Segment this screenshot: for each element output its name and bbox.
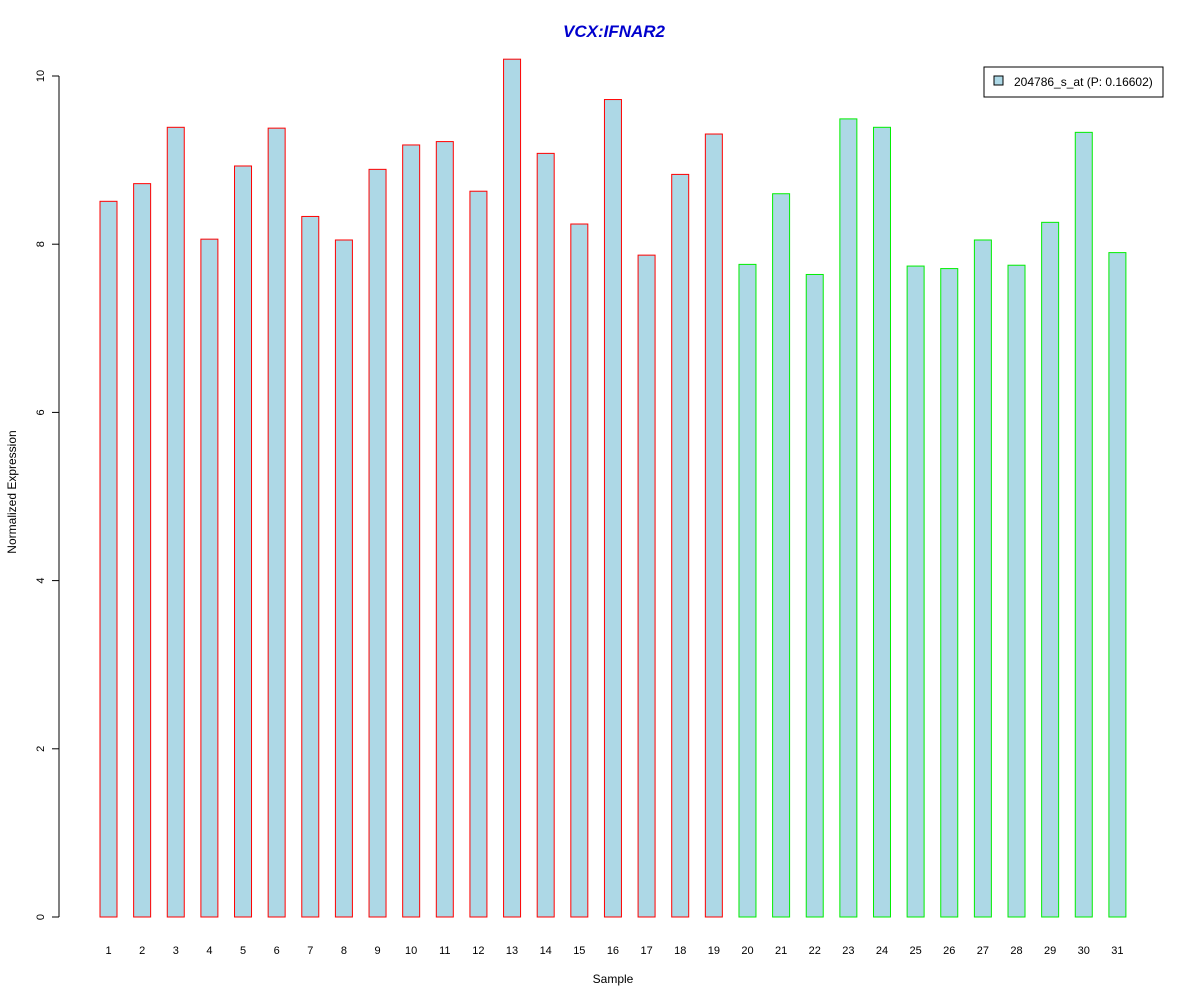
legend-box [983, 66, 1164, 98]
y-axis: 0 2 4 6 8 10 [35, 70, 60, 920]
bar-sample-2 [133, 183, 152, 918]
bar-sample-28 [1007, 264, 1026, 918]
x-tick-label: 20 [741, 945, 753, 957]
bar-sample-31 [1108, 252, 1127, 918]
bar-sample-29 [1041, 221, 1060, 918]
x-tick-label: 5 [240, 945, 246, 957]
x-tick-label: 15 [573, 945, 585, 957]
bar-sample-19 [704, 133, 723, 918]
x-tick-label: 27 [977, 945, 989, 957]
bars [99, 58, 1127, 918]
bar-sample-11 [435, 141, 454, 918]
bar-sample-26 [940, 268, 959, 918]
x-tick-label: 16 [607, 945, 619, 957]
bar-sample-12 [469, 190, 488, 918]
bar-sample-1 [99, 200, 118, 918]
x-tick-label: 29 [1044, 945, 1056, 957]
x-tick-label: 19 [708, 945, 720, 957]
legend-label: 204786_s_at (P: 0.16602) [1014, 75, 1153, 89]
legend: 204786_s_at (P: 0.16602) [983, 66, 1164, 98]
bar-sample-25 [906, 265, 925, 918]
x-axis-label: Sample [593, 972, 634, 986]
x-tick-label: 8 [341, 945, 347, 957]
x-tick-label: 18 [674, 945, 686, 957]
chart-title: VCX:IFNAR2 [563, 22, 666, 41]
bar-sample-10 [402, 144, 421, 918]
bar-sample-17 [637, 254, 656, 918]
bar-sample-7 [301, 215, 320, 918]
x-tick-label: 31 [1111, 945, 1123, 957]
bar-sample-13 [503, 58, 522, 918]
x-tick-label: 13 [506, 945, 518, 957]
bar-sample-24 [872, 126, 891, 918]
y-axis-label: Normalized Expression [5, 430, 19, 553]
x-tick-label: 9 [374, 945, 380, 957]
bar-sample-3 [166, 126, 185, 918]
bar-sample-20 [738, 263, 757, 918]
x-tick-label: 2 [139, 945, 145, 957]
x-tick-label: 26 [943, 945, 955, 957]
x-tick-label: 4 [206, 945, 212, 957]
x-tick-label: 17 [640, 945, 652, 957]
x-tick-label: 30 [1078, 945, 1090, 957]
bar-sample-27 [973, 239, 992, 918]
y-tick-label: 8 [35, 241, 47, 247]
x-tick-label: 6 [274, 945, 280, 957]
bar-sample-18 [671, 173, 690, 918]
x-tick-label: 28 [1010, 945, 1022, 957]
x-tick-label: 12 [472, 945, 484, 957]
bar-sample-15 [570, 223, 589, 918]
y-tick-label: 4 [35, 578, 47, 584]
y-tick-label: 6 [35, 409, 47, 415]
bar-sample-30 [1074, 131, 1093, 918]
bar-sample-14 [536, 152, 555, 918]
x-tick-label: 23 [842, 945, 854, 957]
x-tick-label: 14 [540, 945, 552, 957]
x-tick-label: 3 [173, 945, 179, 957]
bar-sample-8 [334, 239, 353, 918]
bar-sample-9 [368, 168, 387, 918]
x-tick-label: 21 [775, 945, 787, 957]
x-tick-label: 1 [105, 945, 111, 957]
bar-sample-6 [267, 127, 286, 918]
y-tick-label: 2 [35, 746, 47, 752]
x-tick-labels: 1 2 3 4 5 6 7 8 9 10 11 12 13 14 15 16 17 18 19 20 21 22 23 24 2… [105, 945, 1123, 957]
x-tick-label: 7 [307, 945, 313, 957]
x-tick-label: 25 [909, 945, 921, 957]
x-tick-label: 24 [876, 945, 888, 957]
x-tick-label: 22 [809, 945, 821, 957]
legend-swatch [993, 75, 1004, 86]
bar-sample-16 [603, 99, 622, 918]
bar-sample-4 [200, 238, 219, 918]
y-tick-label: 10 [35, 70, 47, 82]
bar-sample-5 [234, 165, 253, 918]
x-tick-label: 10 [405, 945, 417, 957]
x-tick-label: 11 [439, 945, 450, 957]
bar-sample-22 [805, 273, 824, 918]
bar-sample-23 [839, 118, 858, 918]
bar-sample-21 [772, 193, 791, 918]
y-tick-label: 0 [35, 914, 47, 920]
